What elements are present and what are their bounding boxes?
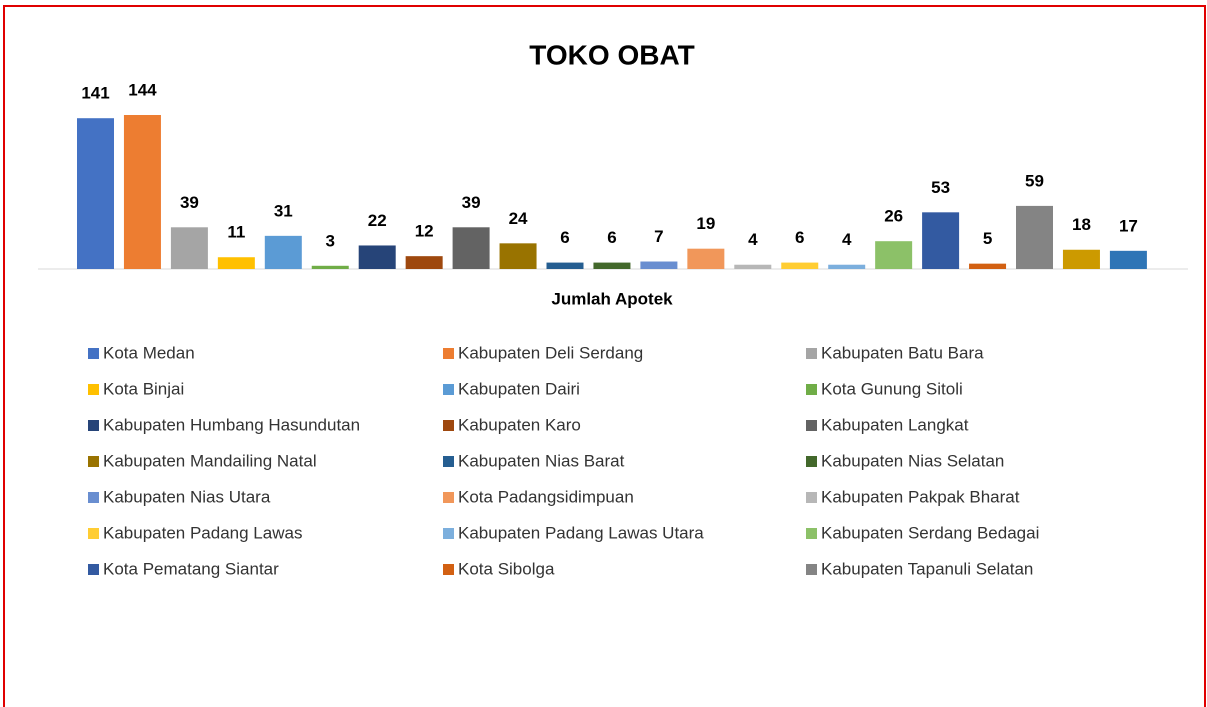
data-label: 6	[607, 228, 616, 247]
bar	[452, 227, 490, 269]
data-label: 26	[884, 207, 903, 226]
bar	[1109, 250, 1147, 269]
legend-label: Kota Pematang Siantar	[103, 559, 279, 578]
data-label: 31	[274, 201, 293, 220]
legend-label: Kabupaten Tapanuli Selatan	[821, 559, 1033, 578]
legend-swatch	[806, 348, 817, 359]
legend-swatch	[443, 528, 454, 539]
legend-label: Kabupaten Mandailing Natal	[103, 451, 317, 470]
legend-label: Kabupaten Langkat	[821, 415, 969, 434]
data-label: 144	[128, 80, 157, 99]
frame	[3, 5, 1206, 707]
legend-swatch	[806, 384, 817, 395]
legend-label: Kabupaten Humbang Hasundutan	[103, 415, 360, 434]
legend-swatch	[443, 456, 454, 467]
legend-label: Kabupaten Padang Lawas	[103, 523, 302, 542]
data-label: 4	[842, 230, 852, 249]
data-label: 39	[462, 193, 481, 212]
bar	[405, 256, 443, 269]
legend-label: Kabupaten Serdang Bedagai	[821, 523, 1039, 542]
legend-label: Kabupaten Padang Lawas Utara	[458, 523, 704, 542]
bar	[77, 118, 114, 269]
data-label: 5	[983, 229, 992, 248]
legend-swatch	[443, 564, 454, 575]
legend-swatch	[443, 492, 454, 503]
legend-swatch	[88, 528, 99, 539]
data-label: 4	[748, 230, 758, 249]
data-label: 6	[795, 228, 804, 247]
bar	[499, 243, 537, 269]
data-label: 7	[654, 227, 663, 246]
bar	[311, 265, 349, 269]
bar	[781, 262, 819, 269]
data-label: 22	[368, 211, 387, 230]
chart-title: TOKO OBAT	[529, 39, 694, 70]
legend-label: Kabupaten Pakpak Bharat	[821, 487, 1020, 506]
legend-swatch	[88, 348, 99, 359]
legend-label: Kabupaten Batu Bara	[821, 343, 984, 362]
bar	[969, 263, 1007, 269]
data-label: 17	[1119, 216, 1138, 235]
data-label: 39	[180, 193, 199, 212]
bar	[640, 261, 678, 269]
bar	[875, 241, 913, 269]
legend-swatch	[88, 456, 99, 467]
legend-label: Kabupaten Deli Serdang	[458, 343, 643, 362]
legend-swatch	[443, 348, 454, 359]
legend-label: Kabupaten Nias Barat	[458, 451, 625, 470]
legend-label: Kota Gunung Sitoli	[821, 379, 963, 398]
bar	[734, 264, 772, 269]
bar	[828, 264, 866, 269]
bar	[922, 212, 960, 269]
bar	[546, 262, 584, 269]
legend-swatch	[806, 420, 817, 431]
bar	[217, 257, 255, 269]
legend-label: Kota Sibolga	[458, 559, 555, 578]
data-label: 3	[326, 231, 335, 250]
data-label: 59	[1025, 171, 1044, 190]
legend-swatch	[443, 384, 454, 395]
legend-label: Kota Binjai	[103, 379, 184, 398]
legend-swatch	[806, 528, 817, 539]
legend-label: Kabupaten Nias Selatan	[821, 451, 1004, 470]
bar	[1016, 205, 1053, 269]
legend-label: Kota Padangsidimpuan	[458, 487, 634, 506]
data-label: 11	[227, 223, 245, 242]
bar	[358, 245, 396, 269]
legend-swatch	[88, 420, 99, 431]
x-tick-label: Jumlah Apotek	[551, 289, 673, 308]
legend-label: Kota Medan	[103, 343, 195, 362]
legend-swatch	[88, 564, 99, 575]
legend-swatch	[806, 492, 817, 503]
bar	[123, 115, 161, 269]
data-label: 6	[560, 228, 569, 247]
legend-swatch	[88, 384, 99, 395]
legend-swatch	[443, 420, 454, 431]
legend-label: Kabupaten Karo	[458, 415, 581, 434]
legend-label: Kabupaten Dairi	[458, 379, 580, 398]
legend-swatch	[88, 492, 99, 503]
data-label: 24	[509, 209, 528, 228]
data-label: 53	[931, 178, 950, 197]
bar	[687, 248, 725, 269]
data-label: 19	[696, 214, 715, 233]
bar	[1062, 249, 1100, 269]
data-label: 18	[1072, 215, 1091, 234]
data-label: 12	[415, 222, 434, 241]
legend-label: Kabupaten Nias Utara	[103, 487, 271, 506]
legend-swatch	[806, 456, 817, 467]
bar	[264, 235, 302, 269]
bar	[170, 227, 208, 269]
legend-swatch	[806, 564, 817, 575]
bar	[593, 262, 631, 269]
data-label: 141	[81, 84, 109, 103]
